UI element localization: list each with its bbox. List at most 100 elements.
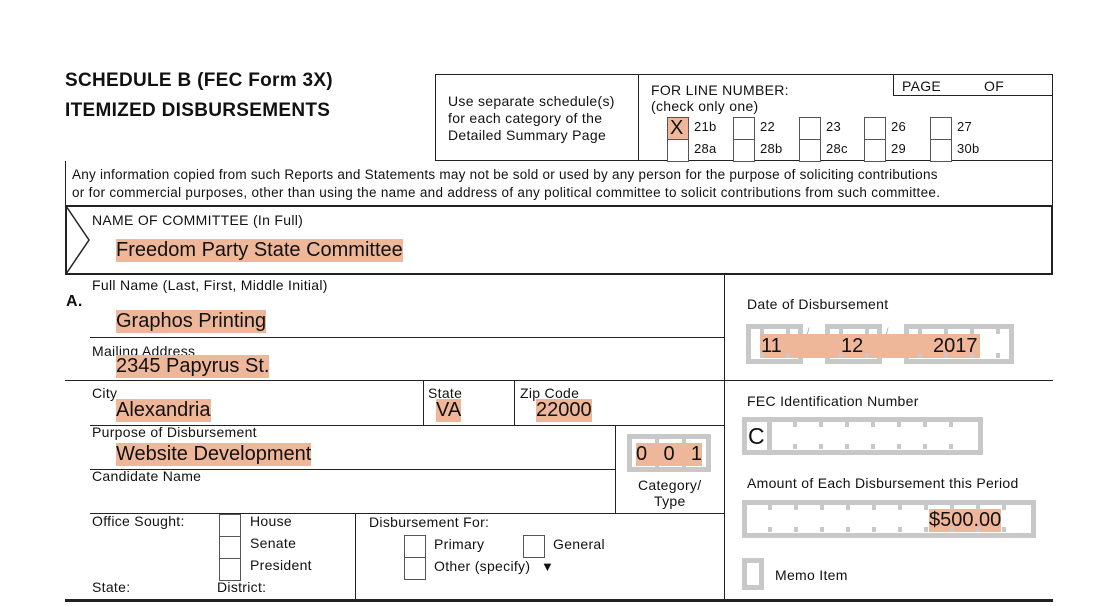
line-22-checkbox[interactable]: [733, 117, 755, 140]
box-tick: [845, 422, 849, 427]
box-tick: [996, 329, 1000, 334]
line-28a-checkbox[interactable]: [667, 139, 689, 162]
date-separator: /: [807, 326, 810, 336]
primary-checkbox[interactable]: [404, 535, 426, 558]
box-tick: [793, 422, 797, 427]
box-tick: [865, 353, 869, 358]
full-name-field[interactable]: Graphos Printing: [116, 310, 267, 333]
president-label: President: [250, 557, 312, 573]
line-28b-checkbox[interactable]: [733, 139, 755, 162]
box-tick: [760, 353, 764, 358]
line-21b-checkbox[interactable]: X: [667, 117, 689, 140]
amount-value: $500.00: [929, 509, 1002, 532]
box-tick: [898, 505, 902, 510]
other-checkbox[interactable]: [404, 557, 426, 580]
house-label: House: [250, 513, 292, 529]
box-tick: [949, 444, 953, 449]
general-label: General: [553, 536, 605, 552]
line-26-checkbox[interactable]: [864, 117, 886, 140]
box-tick: [871, 422, 875, 427]
line-23-checkbox[interactable]: [799, 117, 821, 140]
notice-text: Any information copied from such Reports…: [72, 167, 938, 182]
purpose-field[interactable]: Website Development: [116, 443, 312, 466]
notice-text: or for commercial purposes, other than u…: [72, 185, 941, 200]
date-highlight: [760, 334, 980, 358]
city-label: City: [92, 385, 118, 401]
line-28c-checkbox[interactable]: [799, 139, 821, 162]
box-tick: [846, 505, 850, 510]
box-tick: [924, 527, 928, 532]
city-field[interactable]: Alexandria: [116, 399, 211, 422]
box-tick: [970, 329, 974, 334]
category-label: Category/: [638, 477, 702, 493]
line-option-label: 30b: [957, 141, 980, 156]
box-tick: [768, 505, 772, 510]
box-tick: [923, 422, 927, 427]
date-month-value: 11: [761, 335, 782, 357]
general-checkbox[interactable]: [523, 535, 545, 558]
line-option-label: 22: [760, 119, 776, 134]
disbursement-for-label: Disbursement For:: [369, 514, 490, 530]
committee-box: [65, 205, 1053, 275]
box-tick: [872, 505, 876, 510]
line-option-label: 23: [826, 119, 842, 134]
fec-id-label: FEC Identification Number: [747, 393, 919, 409]
zip-field[interactable]: 22000: [536, 399, 592, 422]
house-checkbox[interactable]: [219, 514, 241, 537]
box-tick: [846, 527, 850, 532]
state-field[interactable]: VA: [436, 399, 462, 422]
box-tick: [845, 444, 849, 449]
box-tick: [897, 422, 901, 427]
line-27-checkbox[interactable]: [930, 117, 952, 140]
line-29-checkbox[interactable]: [864, 139, 886, 162]
mailing-address-field[interactable]: 2345 Papyrus St.: [116, 355, 270, 378]
page-label: PAGE: [902, 78, 942, 94]
date-separator: /: [886, 326, 889, 336]
of-label: OF: [984, 78, 1005, 94]
line-option-label: 21b: [694, 119, 717, 134]
chevron-right-icon: [65, 205, 90, 275]
line-option-label: 28c: [826, 141, 848, 156]
line-30b-checkbox[interactable]: [930, 139, 952, 162]
fec-id-prefix: C: [748, 423, 765, 449]
zip-label: Zip Code: [520, 385, 580, 401]
box-tick: [949, 422, 953, 427]
committee-label: NAME OF COMMITTEE (In Full): [92, 212, 304, 228]
page-box: [893, 74, 1053, 96]
box-tick: [976, 527, 980, 532]
box-tick: [794, 505, 798, 510]
other-label: Other (specify): [434, 558, 531, 574]
president-checkbox[interactable]: [219, 558, 241, 581]
box-tick: [950, 505, 954, 510]
purpose-label: Purpose of Disbursement: [92, 424, 257, 440]
box-tick: [786, 329, 790, 334]
candidate-name-label: Candidate Name: [92, 468, 202, 484]
primary-label: Primary: [434, 536, 485, 552]
box-tick: [1002, 527, 1006, 532]
office-state-label: State:: [92, 579, 131, 595]
box-tick: [839, 329, 843, 334]
box-tick: [1002, 505, 1006, 510]
amount-label: Amount of Each Disbursement this Period: [747, 475, 1019, 491]
box-tick: [950, 527, 954, 532]
line-option-label: 29: [891, 141, 907, 156]
box-tick: [793, 444, 797, 449]
form-title: SCHEDULE B (FEC Form 3X): [65, 70, 333, 91]
committee-name-field[interactable]: Freedom Party State Committee: [116, 239, 403, 262]
date-label: Date of Disbursement: [747, 296, 889, 312]
fec-id-field[interactable]: [742, 417, 983, 455]
box-tick: [944, 329, 948, 334]
office-sought-label: Office Sought:: [92, 513, 185, 529]
box-tick: [760, 329, 764, 334]
box-tick: [871, 444, 875, 449]
box-tick: [924, 505, 928, 510]
memo-item-checkbox[interactable]: [742, 558, 764, 590]
senate-checkbox[interactable]: [219, 536, 241, 559]
category-code-value: 0 0 1: [636, 443, 702, 466]
box-tick: [944, 353, 948, 358]
box-tick: [819, 422, 823, 427]
instruction-line: for each category of the: [448, 110, 603, 126]
date-day-value: 12: [841, 335, 864, 357]
instruction-line: Use separate schedule(s): [448, 93, 615, 109]
